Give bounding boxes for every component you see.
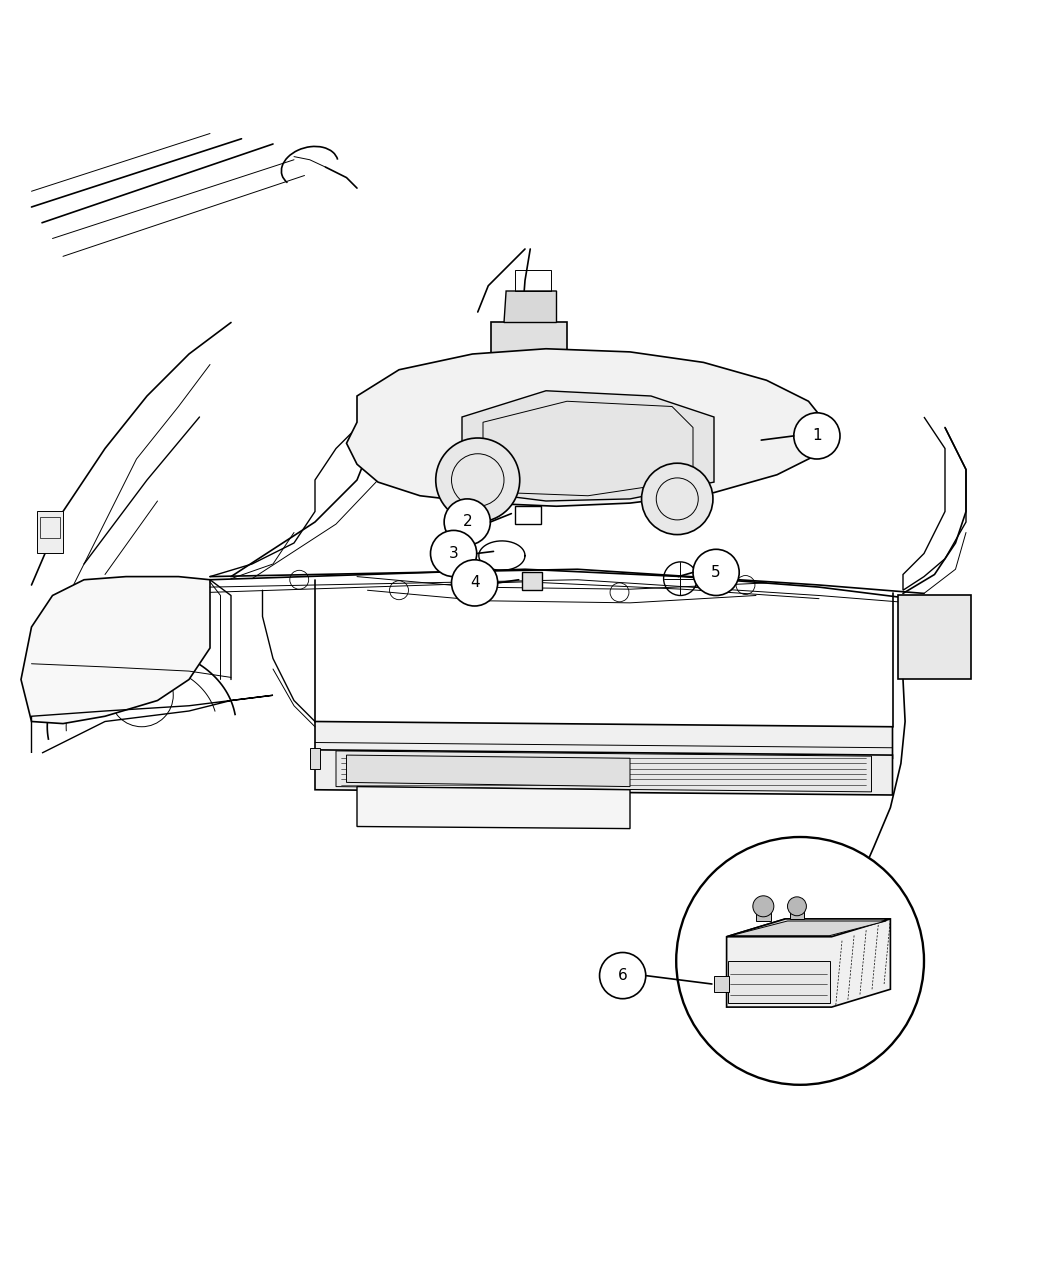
Text: 6: 6 [617,968,628,983]
Circle shape [436,439,520,521]
Text: 1: 1 [812,428,822,444]
Circle shape [676,836,924,1085]
Polygon shape [756,907,771,921]
Polygon shape [728,961,830,1003]
Circle shape [452,560,498,606]
Polygon shape [315,750,892,796]
Polygon shape [37,511,63,553]
Circle shape [788,896,806,915]
Polygon shape [790,907,804,919]
Polygon shape [522,572,542,590]
Circle shape [794,413,840,459]
Circle shape [600,952,646,998]
Polygon shape [898,595,971,680]
Polygon shape [491,323,567,365]
Text: 4: 4 [469,575,480,590]
Polygon shape [727,919,890,1007]
Circle shape [753,896,774,917]
Polygon shape [346,755,630,787]
Circle shape [693,550,739,595]
Circle shape [444,499,490,546]
Circle shape [642,463,713,534]
Polygon shape [462,390,714,501]
Circle shape [430,530,477,576]
Polygon shape [714,975,729,992]
Polygon shape [21,576,210,724]
Polygon shape [357,787,630,829]
Polygon shape [504,291,556,323]
Text: 3: 3 [448,546,459,561]
Polygon shape [346,349,830,506]
Polygon shape [310,747,320,769]
Polygon shape [336,751,872,792]
Polygon shape [727,919,890,937]
Polygon shape [315,722,892,759]
Polygon shape [731,921,886,936]
Text: 5: 5 [711,565,721,580]
Text: 2: 2 [462,515,472,529]
